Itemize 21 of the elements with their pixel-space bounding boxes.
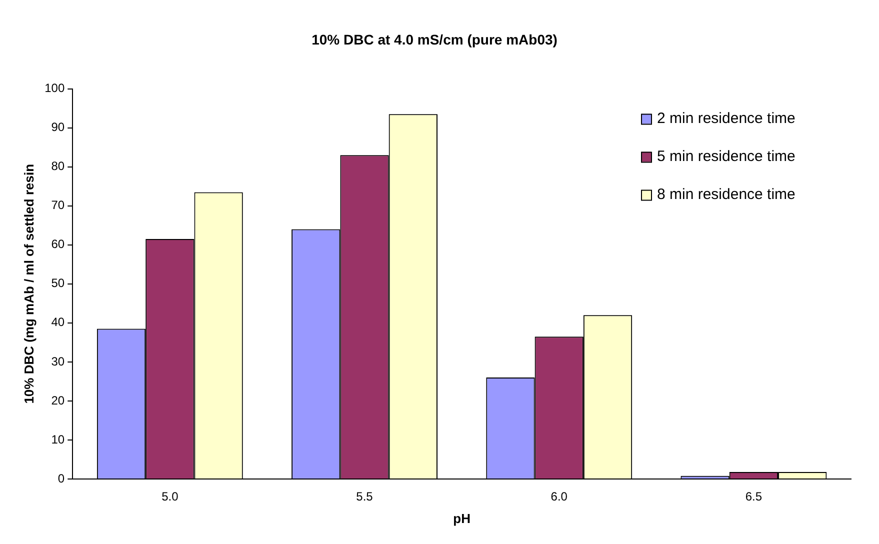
chart-title: 10% DBC at 4.0 mS/cm (pure mAb03) <box>312 31 558 48</box>
x-tick-label: 6.0 <box>550 490 568 504</box>
y-tick-label: 10 <box>51 432 65 446</box>
y-tick-label: 80 <box>51 159 65 174</box>
x-axis-title: pH <box>453 510 470 526</box>
y-tick-label: 90 <box>51 120 65 134</box>
y-tick-label: 60 <box>51 237 65 252</box>
x-tick-label: 5.5 <box>356 490 374 504</box>
y-tick-label: 70 <box>51 198 65 212</box>
legend-label: 2 min residence time <box>657 110 796 127</box>
x-tick-label: 5.0 <box>162 490 179 504</box>
y-tick-label: 40 <box>51 315 65 330</box>
legend-label: 5 min residence time <box>657 148 796 165</box>
y-tick-label: 50 <box>51 276 65 290</box>
y-tick-label: 100 <box>44 81 65 96</box>
y-tick-label: 0 <box>58 471 65 486</box>
y-tick-label: 30 <box>51 354 65 368</box>
x-tick-label: 6.5 <box>745 490 762 504</box>
legend-label: 8 min residence time <box>657 186 796 203</box>
y-tick-label: 20 <box>51 393 65 408</box>
y-axis-title: 10% DBC (mg mAb / ml of settled resin <box>21 164 36 404</box>
